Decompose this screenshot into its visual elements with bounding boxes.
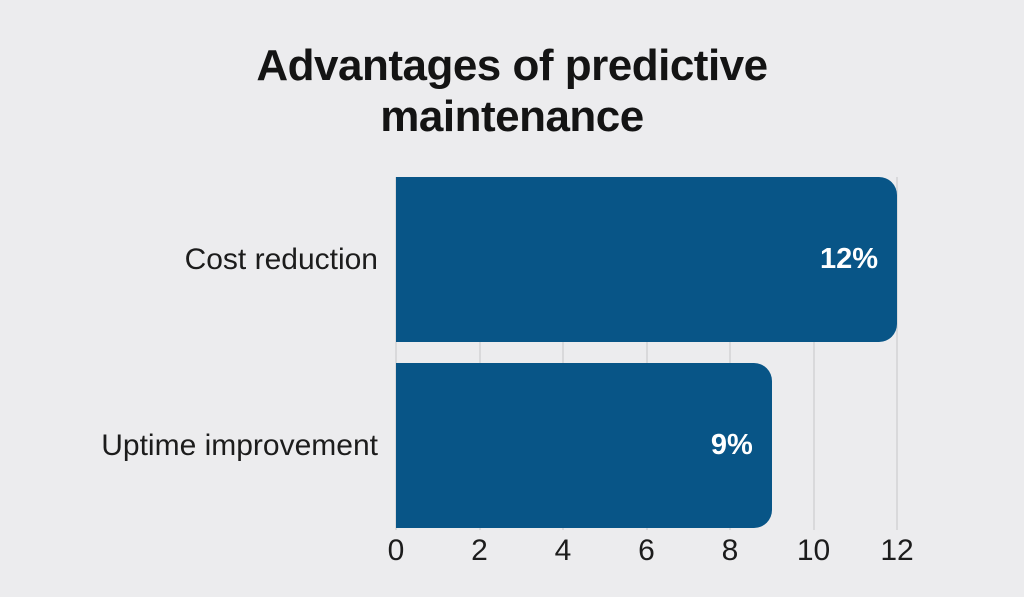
category-label: Cost reduction	[184, 242, 378, 276]
x-tick-label: 0	[387, 534, 405, 567]
x-tick-label: 12	[880, 534, 914, 567]
chart-title: Advantages of predictive maintenance	[256, 41, 768, 142]
x-tick-label: 4	[554, 534, 572, 567]
gridline	[395, 177, 397, 530]
bar-value-label: 12%	[819, 243, 878, 275]
x-tick-label: 6	[638, 534, 655, 567]
plot-area: 12% 9%	[395, 177, 898, 530]
gridline	[812, 177, 815, 530]
x-tick-label: 2	[471, 534, 488, 567]
category-label: Uptime improvement	[101, 428, 378, 462]
bar: 12%	[396, 177, 897, 342]
gridline	[729, 177, 731, 530]
bars-layer: 12% 9%	[396, 177, 897, 530]
x-tick-label: 8	[721, 534, 739, 567]
gridline	[645, 177, 648, 530]
gridline	[896, 177, 898, 530]
x-tick-label: 10	[796, 534, 831, 567]
bar-value-label: 9%	[710, 429, 753, 461]
gridline	[478, 177, 481, 530]
gridline	[562, 177, 564, 530]
gridlines-layer	[395, 177, 898, 530]
bar: 9%	[396, 363, 772, 528]
